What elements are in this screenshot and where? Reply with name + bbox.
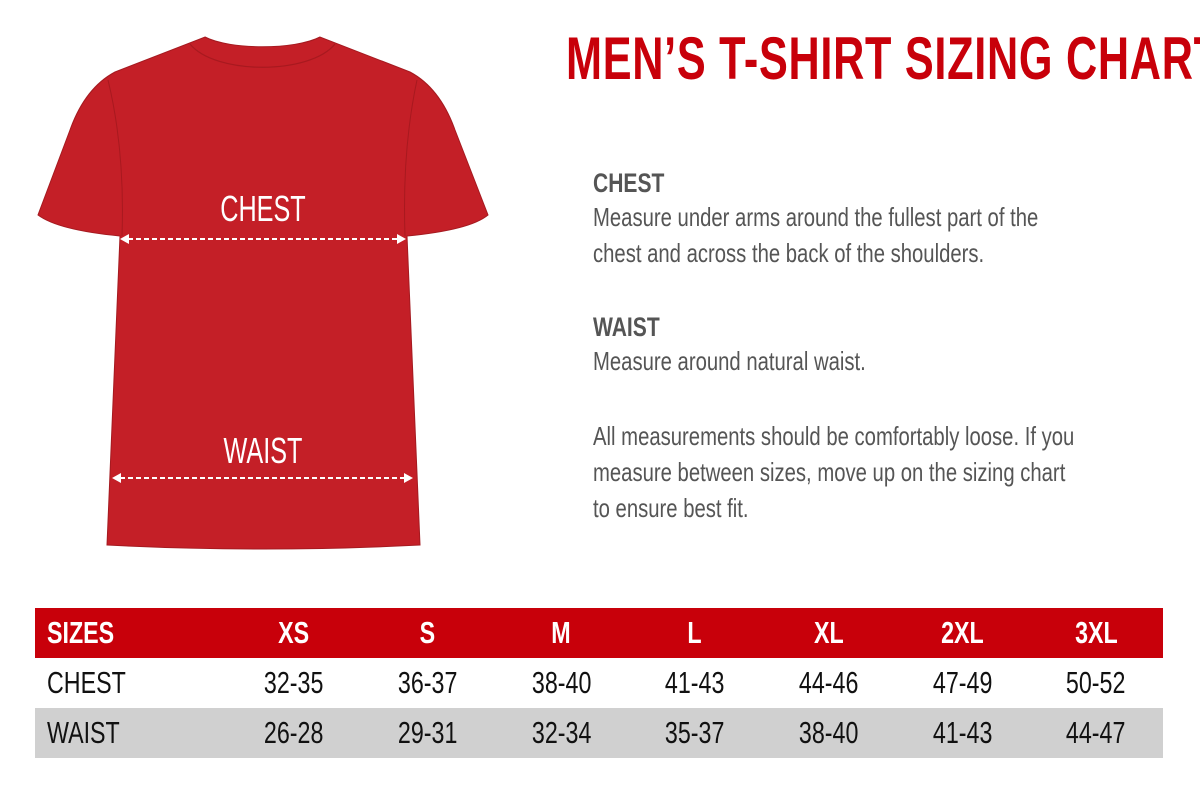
chest-text-line: chest and across the back of the shoulde… (593, 238, 985, 268)
table-cell: 35-37 (665, 715, 725, 750)
shirt-waist-label: WAIST (223, 430, 303, 471)
table-cell: 41-43 (665, 665, 725, 700)
chest-text-line: Measure under arms around the fullest pa… (593, 202, 1039, 232)
header-cell: 3XL (1074, 615, 1118, 650)
table-cell: 50-52 (1066, 665, 1126, 700)
chest-arrow-icon (120, 234, 406, 244)
note-line: to ensure best fit. (593, 493, 749, 523)
header-cell: M (551, 615, 571, 650)
header-cell: XS (278, 615, 310, 650)
tshirt-shape (37, 36, 489, 550)
table-cell: 26-28 (264, 715, 324, 750)
chest-info: CHEST Measure under arms around the full… (593, 168, 1038, 271)
table-cell: 32-35 (264, 665, 324, 700)
header-cell: S (419, 615, 436, 650)
waist-arrow-icon (112, 473, 413, 483)
table-cell: 29-31 (397, 715, 458, 750)
header-cell: XL (813, 615, 844, 650)
table-cell: 38-40 (798, 715, 859, 750)
note-line: All measurements should be comfortably l… (593, 421, 1075, 451)
table-cell: 44-46 (798, 665, 859, 700)
header-cell: L (687, 615, 703, 650)
note-line: measure between sizes, move up on the si… (593, 457, 1066, 487)
collar-line (189, 43, 336, 68)
shirt-chest-label: CHEST (220, 188, 306, 229)
sleeve-seam-right (404, 79, 418, 237)
sleeve-seam-left (107, 79, 123, 237)
waist-info: WAIST Measure around natural waist. (593, 312, 866, 379)
table-header-row: SIZES XS S M L XL 2XL 3XL (35, 608, 1163, 658)
tshirt-illustration (37, 36, 489, 550)
table-row-waist: WAIST 26-28 29-31 32-34 35-37 38-40 41-4… (35, 708, 1163, 758)
table-cell: 47-49 (932, 665, 993, 700)
chest-heading: CHEST (593, 168, 665, 198)
header-cell: 2XL (941, 615, 984, 650)
table-cell: 38-40 (531, 665, 591, 700)
fit-note: All measurements should be comfortably l… (593, 418, 1074, 526)
table-cell: 32-34 (531, 715, 591, 750)
table-cell: 41-43 (932, 715, 993, 750)
sizing-table: SIZES XS S M L XL 2XL 3XL CHEST 32-35 36… (35, 608, 1163, 758)
table-row-chest: CHEST 32-35 36-37 38-40 41-43 44-46 47-4… (35, 658, 1163, 708)
table-cell: WAIST (47, 715, 120, 750)
waist-text-line: Measure around natural waist. (593, 346, 866, 376)
page-title: MEN’S T-SHIRT SIZING CHART (566, 25, 1200, 92)
table-cell: 36-37 (397, 665, 458, 700)
header-cell: SIZES (47, 615, 115, 650)
table-cell: 44-47 (1066, 715, 1126, 750)
waist-heading: WAIST (593, 312, 660, 342)
table-cell: CHEST (47, 665, 126, 700)
